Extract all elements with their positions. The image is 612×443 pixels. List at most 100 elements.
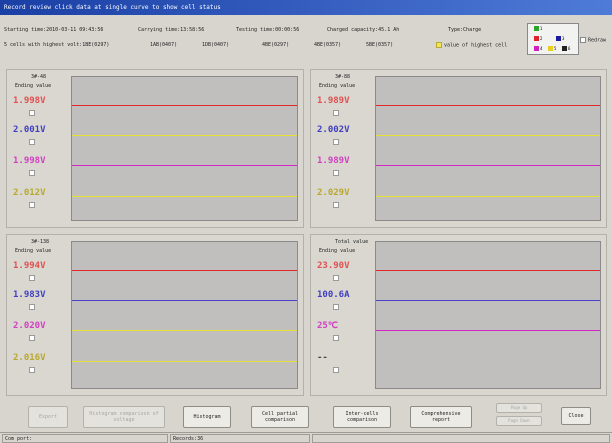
ending-value: 2.001V bbox=[13, 125, 46, 135]
swatch-label: 5 bbox=[554, 46, 557, 51]
trace-line bbox=[72, 105, 297, 106]
trace-toggle-checkbox[interactable] bbox=[333, 275, 339, 281]
carrying-time: Carrying time:13:58:56 bbox=[138, 27, 205, 33]
export-button[interactable]: Export bbox=[28, 406, 68, 428]
panel-title: 3#-48 bbox=[31, 74, 47, 80]
page-down-button[interactable]: Page Down bbox=[496, 416, 542, 426]
swatch-1-icon bbox=[534, 26, 539, 31]
swatch-2-icon bbox=[534, 36, 539, 41]
swatch-3-icon bbox=[556, 36, 561, 41]
trace-line bbox=[376, 270, 600, 271]
ending-value: 1.983V bbox=[13, 290, 46, 300]
plot-area[interactable] bbox=[375, 241, 601, 389]
trace-line bbox=[376, 196, 600, 197]
trace-toggle-checkbox[interactable] bbox=[29, 139, 35, 145]
panel-subtitle: Ending value bbox=[319, 248, 356, 254]
trace-line bbox=[72, 135, 297, 136]
swatch-label: 6 bbox=[568, 46, 571, 51]
comprehensive-report-button[interactable]: Comprehensive report bbox=[410, 406, 472, 428]
redraw-label: Redraw bbox=[588, 37, 607, 44]
plot-area[interactable] bbox=[71, 76, 298, 221]
trace-toggle-checkbox[interactable] bbox=[333, 110, 339, 116]
trace-line bbox=[72, 165, 297, 166]
trace-line bbox=[72, 300, 297, 301]
chart-panel: 3#-48 Ending value 1.998V 2.001V 1.998V 2.012… bbox=[6, 69, 304, 228]
ending-value: 2.029V bbox=[317, 188, 350, 198]
trace-toggle-checkbox[interactable] bbox=[333, 335, 339, 341]
ending-value: 100.6A bbox=[317, 290, 350, 300]
status-bar: Com port: Records:36 bbox=[0, 432, 612, 443]
cell-item: 4BE(0357) bbox=[314, 42, 342, 48]
highest-cells-label: 5 cells with highest volt:1BE(0297) bbox=[4, 42, 110, 48]
ending-value: 2.020V bbox=[13, 321, 46, 331]
trace-line bbox=[376, 105, 600, 106]
plot-area[interactable] bbox=[71, 241, 298, 389]
page-up-button[interactable]: Page Up bbox=[496, 403, 542, 413]
swatch-label: 2 bbox=[540, 36, 543, 41]
window-title-bar: Record review click data at single curve… bbox=[0, 0, 612, 15]
window-title: Record review click data at single curve… bbox=[4, 4, 221, 11]
trace-toggle-checkbox[interactable] bbox=[29, 110, 35, 116]
swatch-6-icon bbox=[562, 46, 567, 51]
ending-value: 2.012V bbox=[13, 188, 46, 198]
histogram-comparison-button[interactable]: Histogram comparison of voltage bbox=[83, 406, 165, 428]
trace-toggle-checkbox[interactable] bbox=[333, 304, 339, 310]
starting-time: Starting time:2010-03-11 09:43:56 bbox=[4, 27, 104, 33]
info-area: Starting time:2010-03-11 09:43:56 Carryi… bbox=[0, 15, 612, 61]
ending-value: 23.90V bbox=[317, 261, 350, 271]
panel-subtitle: Ending value bbox=[15, 83, 52, 89]
swatch-label: 1 bbox=[540, 26, 543, 31]
charge-type: Type:Charge bbox=[448, 27, 482, 33]
ending-value: 1.994V bbox=[13, 261, 46, 271]
trace-toggle-checkbox[interactable] bbox=[29, 170, 35, 176]
ending-value: 2.016V bbox=[13, 353, 46, 363]
trace-line bbox=[72, 196, 297, 197]
redraw-toggle[interactable]: Redraw bbox=[580, 37, 606, 45]
chart-panel: 3#-88 Ending value 1.989V 2.002V 1.989V 2.029… bbox=[310, 69, 607, 228]
cell-item: 1AB(0407) bbox=[150, 42, 178, 48]
redraw-checkbox[interactable] bbox=[580, 37, 586, 43]
trace-toggle-checkbox[interactable] bbox=[29, 367, 35, 373]
value-highest-toggle[interactable]: value of highest cell bbox=[436, 42, 507, 50]
trace-toggle-checkbox[interactable] bbox=[333, 367, 339, 373]
trace-line bbox=[376, 135, 600, 136]
cell-partial-comparison-button[interactable]: Cell partial comparison bbox=[251, 406, 309, 428]
trace-toggle-checkbox[interactable] bbox=[29, 335, 35, 341]
swatch-label: 3 bbox=[562, 36, 565, 41]
value-highest-checkbox[interactable] bbox=[436, 42, 442, 48]
trace-toggle-checkbox[interactable] bbox=[29, 304, 35, 310]
trace-toggle-checkbox[interactable] bbox=[333, 202, 339, 208]
trace-line bbox=[376, 300, 600, 301]
swatch-label: 4 bbox=[540, 46, 543, 51]
trace-line bbox=[376, 165, 600, 166]
panel-subtitle: Ending value bbox=[319, 83, 356, 89]
cell-item: 5BE(0357) bbox=[366, 42, 394, 48]
value-highest-label: value of highest cell bbox=[444, 42, 508, 49]
ending-value: 25℃ bbox=[317, 321, 338, 331]
chart-panel: 3#-138 Ending value 1.994V 1.983V 2.020V 2.01… bbox=[6, 234, 304, 396]
cell-item: 1DB(0407) bbox=[202, 42, 230, 48]
trace-line bbox=[376, 330, 600, 331]
ending-value: -- bbox=[317, 353, 328, 363]
histogram-button[interactable]: Histogram bbox=[183, 406, 231, 428]
trace-toggle-checkbox[interactable] bbox=[333, 139, 339, 145]
close-button[interactable]: Close bbox=[561, 407, 591, 425]
trace-line bbox=[72, 330, 297, 331]
panel-title: Total value bbox=[335, 239, 369, 245]
status-empty bbox=[312, 434, 610, 443]
records-status: Records:36 bbox=[170, 434, 310, 443]
trace-toggle-checkbox[interactable] bbox=[333, 170, 339, 176]
ending-value: 1.989V bbox=[317, 96, 350, 106]
plot-area[interactable] bbox=[375, 76, 601, 221]
inter-cells-comparison-button[interactable]: Inter-cells comparison bbox=[333, 406, 391, 428]
color-legend: 1 2 3 4 5 6 bbox=[527, 23, 579, 55]
panel-subtitle: Ending value bbox=[15, 248, 52, 254]
trace-toggle-checkbox[interactable] bbox=[29, 275, 35, 281]
trace-toggle-checkbox[interactable] bbox=[29, 202, 35, 208]
com-port-status: Com port: bbox=[2, 434, 168, 443]
swatch-5-icon bbox=[548, 46, 553, 51]
trace-line bbox=[72, 361, 297, 362]
panel-title: 3#-88 bbox=[335, 74, 351, 80]
charged-capacity: Charged capacity:45.1 Ah bbox=[327, 27, 400, 33]
ending-value: 1.989V bbox=[317, 156, 350, 166]
